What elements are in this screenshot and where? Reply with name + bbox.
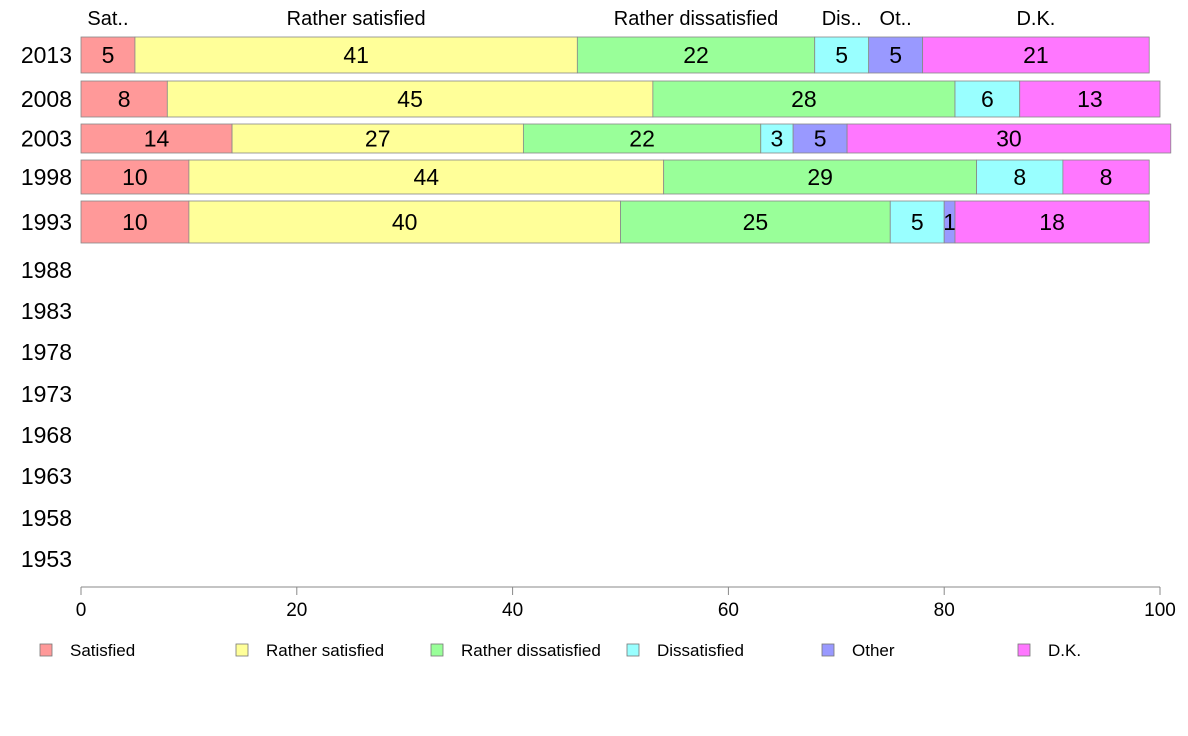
data-label-1993-d-k: 18: [1039, 209, 1065, 235]
data-label-2008-rather-dissatisfied: 28: [791, 86, 817, 112]
bar-segment-2013-rather-dissatisfied: [576, 36, 816, 74]
bar-segment-2013-rather-satisfied: [134, 36, 578, 74]
bar-segment-2008-rather-satisfied: [166, 80, 654, 118]
year-label-1968: 1968: [21, 422, 72, 448]
x-tick-label-100: 100: [1144, 600, 1176, 621]
bar-segment-1998-dissatisfied: [976, 159, 1064, 195]
year-label-1988: 1988: [21, 257, 72, 283]
bar-segment-1998-satisfied: [80, 159, 190, 195]
year-label-2008: 2008: [21, 86, 72, 112]
data-label-1993-rather-satisfied: 40: [392, 209, 418, 235]
data-label-2013-d-k: 21: [1023, 42, 1049, 68]
bar-segment-2013-d-k: [922, 36, 1150, 74]
bar-segment-1993-d-k: [954, 200, 1150, 244]
data-label-2003-rather-dissatisfied: 22: [629, 126, 655, 152]
x-tick-label-40: 40: [502, 600, 523, 621]
data-label-1998-rather-dissatisfied: 29: [807, 164, 833, 190]
x-tick-label-20: 20: [286, 600, 307, 621]
bar-segment-1993-rather-dissatisfied: [620, 200, 891, 244]
data-label-1998-satisfied: 10: [122, 164, 148, 190]
data-label-2008-d-k: 13: [1077, 86, 1103, 112]
data-label-1998-rather-satisfied: 44: [413, 164, 439, 190]
bar-segment-2008-rather-dissatisfied: [652, 80, 956, 118]
legend-label-satisfied: Satisfied: [70, 641, 135, 660]
x-tick-label-80: 80: [934, 600, 955, 621]
legend-label-d-k: D.K.: [1048, 641, 1081, 660]
bar-segment-2008-d-k: [1019, 80, 1161, 118]
data-label-2003-dissatisfied: 3: [771, 126, 784, 152]
header-label-other: Ot..: [880, 8, 912, 30]
data-label-2008-satisfied: 8: [118, 86, 131, 112]
year-label-1978: 1978: [21, 339, 72, 365]
x-tick-label-0: 0: [76, 600, 87, 621]
header-label-rather-satisfied: Rather satisfied: [287, 8, 426, 30]
data-label-2013-satisfied: 5: [102, 42, 115, 68]
data-label-1993-rather-dissatisfied: 25: [743, 209, 769, 235]
data-label-2003-rather-satisfied: 27: [365, 126, 391, 152]
bar-segment-2003-rather-satisfied: [231, 123, 524, 154]
bar-segment-2008-dissatisfied: [954, 80, 1021, 118]
legend-label-rather-dissatisfied: Rather dissatisfied: [461, 641, 601, 660]
year-label-1973: 1973: [21, 381, 72, 407]
data-label-1998-dissatisfied: 8: [1013, 164, 1026, 190]
header-label-d-k: D.K.: [1016, 8, 1055, 30]
bar-segment-1998-rather-satisfied: [188, 159, 665, 195]
legend-swatch-satisfied: [39, 643, 53, 657]
legend-label-other: Other: [852, 641, 895, 660]
data-label-2003-d-k: 30: [996, 126, 1022, 152]
year-label-2003: 2003: [21, 126, 72, 152]
data-label-2013-dissatisfied: 5: [835, 42, 848, 68]
x-tick-label-60: 60: [718, 600, 739, 621]
header-label-rather-dissatisfied: Rather dissatisfied: [614, 8, 779, 30]
data-label-1998-d-k: 8: [1100, 164, 1113, 190]
legend-label-dissatisfied: Dissatisfied: [657, 641, 744, 660]
year-labels: 2013 2008 2003 1998 1993 1988 1983 1978 1973 1968…: [21, 42, 72, 572]
data-label-2003-satisfied: 14: [144, 126, 170, 152]
legend-swatch-rather-dissatisfied: [430, 643, 444, 657]
bar-segment-2013-satisfied: [80, 36, 136, 74]
data-label-1993-dissatisfied: 5: [911, 209, 924, 235]
bar-segment-2003-d-k: [846, 123, 1172, 154]
bar-segment-1998-rather-dissatisfied: [663, 159, 977, 195]
year-label-1998: 1998: [21, 164, 72, 190]
data-label-2013-rather-dissatisfied: 22: [683, 42, 709, 68]
header-label-satisfied: Sat..: [87, 8, 128, 30]
bar-segment-2008-satisfied: [80, 80, 168, 118]
bar-segment-2003-satisfied: [80, 123, 233, 154]
legend: Satisfied Rather satisfied Rather dissatis…: [39, 641, 1081, 660]
year-label-1958: 1958: [21, 505, 72, 531]
legend-swatch-dissatisfied: [626, 643, 640, 657]
bar-segment-2013-other: [868, 36, 924, 74]
data-label-2013-other: 5: [889, 42, 902, 68]
bar-segment-2003-rather-dissatisfied: [522, 123, 762, 154]
bars: 5 41 22 5 5 21 8 45 28 6 13 14 27 22 3 5 30 10 44 29 8 8 10 40 2…: [80, 36, 1172, 244]
legend-swatch-rather-satisfied: [235, 643, 249, 657]
data-label-2008-rather-satisfied: 45: [397, 86, 423, 112]
bar-segment-1993-satisfied: [80, 200, 190, 244]
data-label-2008-dissatisfied: 6: [981, 86, 994, 112]
bar-segment-1998-d-k: [1062, 159, 1150, 195]
bar-segment-2003-other: [792, 123, 848, 154]
year-label-2013: 2013: [21, 42, 72, 68]
legend-swatch-other: [821, 643, 835, 657]
data-label-2003-other: 5: [814, 126, 827, 152]
year-label-1983: 1983: [21, 298, 72, 324]
data-label-2013-rather-satisfied: 41: [343, 42, 369, 68]
year-label-1963: 1963: [21, 463, 72, 489]
header-label-dissatisfied: Dis..: [822, 8, 862, 30]
data-label-1993-satisfied: 10: [122, 209, 148, 235]
header-labels: Sat.. Rather satisfied Rather dissatisfied…: [87, 8, 1055, 30]
legend-label-rather-satisfied: Rather satisfied: [266, 641, 384, 660]
year-label-1953: 1953: [21, 546, 72, 572]
year-label-1993: 1993: [21, 209, 72, 235]
data-label-1993-other: 1: [943, 209, 956, 235]
legend-swatch-d-k: [1017, 643, 1031, 657]
x-axis: 0 20 40 60 80 100: [76, 586, 1176, 621]
